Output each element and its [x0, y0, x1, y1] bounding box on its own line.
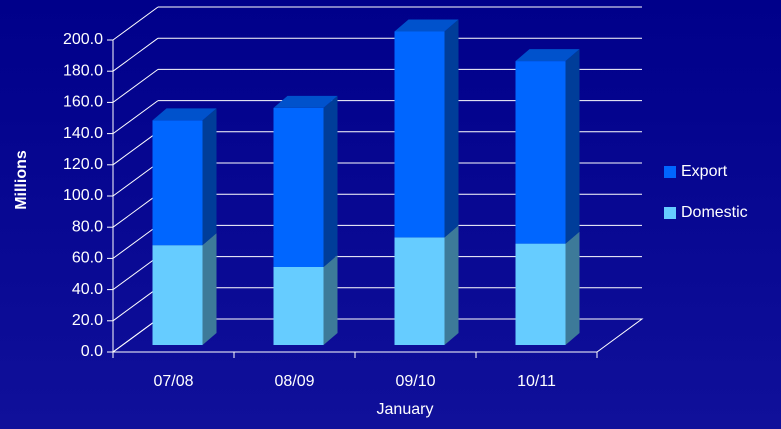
grid-line-side — [112, 318, 159, 353]
bar — [273, 267, 324, 345]
bar — [394, 31, 445, 238]
bar-top — [273, 95, 338, 108]
grid-line-side — [112, 162, 159, 197]
bar-side — [323, 255, 338, 345]
y-tick-label: 20.0 — [72, 312, 103, 329]
bar-side — [444, 225, 459, 345]
x-tick-label: 09/10 — [395, 373, 435, 390]
y-tick-label: 180.0 — [63, 62, 103, 79]
bar — [152, 120, 203, 246]
bar — [515, 61, 566, 244]
bar-side — [202, 108, 217, 246]
bar-side — [202, 233, 217, 345]
bar-top — [152, 108, 217, 121]
grid-line-side — [112, 68, 159, 103]
legend-label: Domestic — [681, 204, 748, 221]
x-tick-label: 08/09 — [274, 373, 314, 390]
bar — [394, 237, 445, 345]
grid-line-side — [112, 224, 159, 259]
y-tick-label: 200.0 — [63, 31, 103, 48]
grid-line-side — [112, 100, 159, 135]
legend-swatch — [664, 166, 676, 178]
y-tick-label: 120.0 — [63, 156, 103, 173]
y-tick-label: 60.0 — [72, 250, 103, 267]
grid-line-side — [112, 6, 159, 41]
y-tick-label: 0.0 — [81, 343, 103, 360]
y-tick-label: 80.0 — [72, 218, 103, 235]
bar-side — [323, 95, 338, 267]
grid-line-side — [112, 256, 159, 291]
grid-line-side — [112, 287, 159, 322]
x-axis-label: January — [377, 401, 434, 418]
y-tick-label: 140.0 — [63, 125, 103, 142]
grid-line-side — [112, 37, 159, 72]
legend-label: Export — [681, 163, 728, 180]
bar-top — [394, 19, 459, 32]
y-tick-label: 160.0 — [63, 94, 103, 111]
bar — [152, 245, 203, 345]
bar-side — [444, 19, 459, 238]
bar-side — [565, 49, 580, 244]
grid-line-side — [112, 131, 159, 166]
y-tick-label: 100.0 — [63, 187, 103, 204]
bar — [273, 107, 324, 267]
y-axis-label: Millions — [13, 150, 30, 210]
bar-side — [565, 231, 580, 345]
bar-top — [515, 49, 580, 62]
bar — [515, 243, 566, 345]
x-tick-label: 07/08 — [153, 373, 193, 390]
grid-line-side — [112, 193, 159, 228]
legend-swatch — [664, 207, 676, 219]
y-tick-label: 40.0 — [72, 281, 103, 298]
x-tick-label: 10/11 — [517, 373, 556, 390]
